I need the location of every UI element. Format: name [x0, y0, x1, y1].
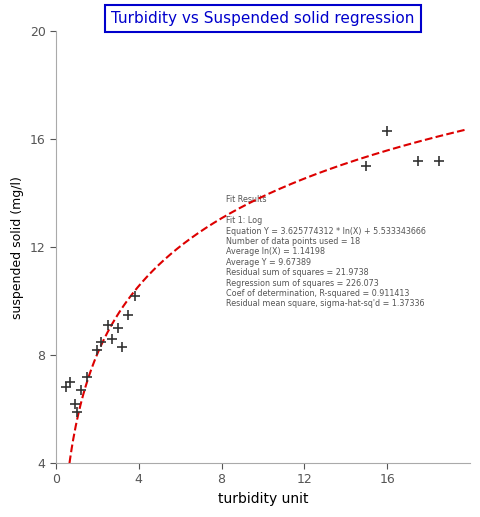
Point: [66, 378, 74, 386]
Point: [362, 162, 370, 171]
Point: [72, 407, 80, 416]
Point: [413, 157, 421, 165]
Point: [77, 386, 84, 394]
Point: [83, 372, 91, 381]
Point: [62, 383, 70, 391]
Point: [434, 157, 442, 165]
Text: Fit Results

Fit 1: Log
Equation Y = 3.625774312 * ln(X) + 5.533343666
Number of: Fit Results Fit 1: Log Equation Y = 3.62…: [225, 195, 425, 309]
Point: [108, 334, 116, 343]
Point: [71, 400, 78, 408]
Title: Turbidity vs Suspended solid regression: Turbidity vs Suspended solid regression: [111, 11, 414, 26]
Point: [104, 321, 111, 329]
Y-axis label: suspended solid (mg/l): suspended solid (mg/l): [11, 176, 24, 318]
Point: [124, 311, 132, 319]
Point: [93, 345, 101, 354]
Point: [383, 127, 390, 135]
Point: [131, 292, 138, 300]
Point: [97, 338, 105, 346]
Point: [114, 324, 121, 332]
X-axis label: turbidity unit: turbidity unit: [217, 492, 308, 506]
Point: [118, 343, 126, 351]
